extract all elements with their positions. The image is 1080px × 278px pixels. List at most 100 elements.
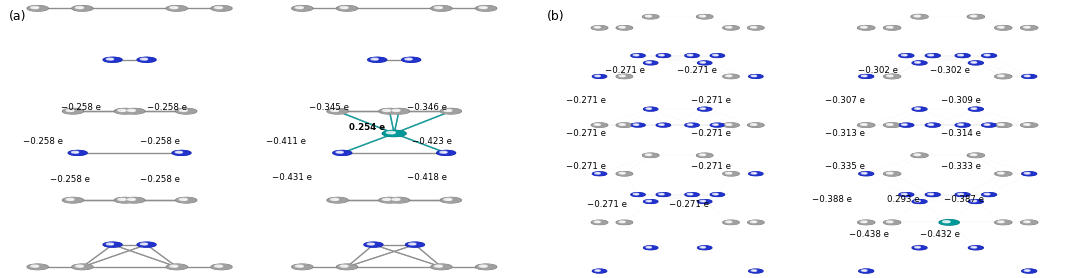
- Circle shape: [889, 27, 892, 28]
- Circle shape: [176, 108, 197, 114]
- Circle shape: [173, 151, 190, 155]
- Circle shape: [728, 173, 731, 174]
- Circle shape: [72, 264, 93, 270]
- Circle shape: [617, 220, 633, 225]
- Circle shape: [883, 220, 901, 225]
- Circle shape: [644, 200, 658, 203]
- Circle shape: [28, 264, 48, 269]
- Circle shape: [643, 14, 659, 19]
- Circle shape: [617, 172, 633, 176]
- Circle shape: [593, 75, 607, 78]
- Circle shape: [657, 193, 670, 196]
- Circle shape: [711, 193, 724, 196]
- Circle shape: [912, 14, 928, 19]
- Circle shape: [63, 108, 83, 114]
- Circle shape: [334, 199, 338, 200]
- Circle shape: [702, 108, 705, 109]
- Circle shape: [711, 54, 725, 58]
- Circle shape: [971, 247, 976, 248]
- Circle shape: [899, 54, 914, 58]
- Circle shape: [1024, 172, 1030, 174]
- Circle shape: [593, 269, 606, 273]
- Circle shape: [862, 172, 867, 174]
- Circle shape: [723, 74, 739, 79]
- Circle shape: [644, 61, 658, 65]
- Circle shape: [124, 198, 144, 203]
- Circle shape: [912, 153, 928, 157]
- Circle shape: [724, 75, 739, 78]
- Circle shape: [926, 123, 940, 127]
- Circle shape: [748, 75, 762, 78]
- Circle shape: [592, 220, 607, 224]
- Circle shape: [71, 151, 79, 153]
- Circle shape: [1000, 124, 1003, 125]
- Circle shape: [914, 15, 920, 17]
- Circle shape: [928, 54, 933, 56]
- Circle shape: [212, 264, 231, 269]
- Circle shape: [343, 266, 348, 267]
- Circle shape: [900, 193, 913, 196]
- Circle shape: [183, 110, 187, 111]
- Circle shape: [702, 62, 705, 63]
- Circle shape: [715, 194, 718, 195]
- Circle shape: [970, 15, 976, 17]
- Circle shape: [915, 247, 920, 248]
- Circle shape: [336, 151, 343, 153]
- Circle shape: [686, 54, 699, 57]
- Text: −0.387 e: −0.387 e: [944, 195, 985, 204]
- Bar: [5, 0, 254, 278]
- Circle shape: [173, 266, 177, 267]
- Circle shape: [915, 62, 920, 63]
- Text: −0.271 e: −0.271 e: [690, 162, 731, 171]
- Circle shape: [631, 54, 645, 58]
- Circle shape: [1024, 124, 1030, 125]
- Text: −0.438 e: −0.438 e: [849, 230, 890, 239]
- Circle shape: [436, 150, 456, 155]
- Circle shape: [444, 110, 451, 111]
- Circle shape: [27, 264, 49, 270]
- Circle shape: [1024, 75, 1030, 77]
- Circle shape: [622, 173, 625, 174]
- Circle shape: [619, 172, 625, 174]
- Circle shape: [76, 7, 83, 9]
- Circle shape: [646, 108, 651, 109]
- Circle shape: [368, 57, 387, 62]
- Circle shape: [700, 15, 705, 17]
- Circle shape: [137, 242, 156, 247]
- Circle shape: [859, 269, 874, 273]
- Circle shape: [995, 172, 1012, 176]
- Circle shape: [657, 54, 671, 58]
- Circle shape: [644, 107, 658, 111]
- Circle shape: [31, 265, 39, 267]
- Circle shape: [392, 110, 400, 111]
- Circle shape: [698, 246, 712, 250]
- Circle shape: [334, 110, 338, 111]
- Circle shape: [926, 54, 940, 57]
- Circle shape: [904, 55, 907, 56]
- Circle shape: [983, 54, 996, 57]
- Circle shape: [124, 108, 145, 114]
- Circle shape: [64, 198, 82, 203]
- Circle shape: [389, 197, 409, 203]
- Circle shape: [617, 220, 632, 224]
- Text: −0.307 e: −0.307 e: [824, 96, 865, 105]
- Circle shape: [858, 123, 875, 127]
- Circle shape: [408, 59, 411, 60]
- Circle shape: [1024, 26, 1030, 28]
- Circle shape: [76, 265, 83, 267]
- Circle shape: [713, 124, 718, 125]
- Circle shape: [387, 131, 395, 134]
- Circle shape: [595, 75, 600, 77]
- Circle shape: [747, 123, 764, 127]
- Circle shape: [441, 108, 461, 114]
- Circle shape: [863, 124, 866, 125]
- Circle shape: [480, 265, 487, 267]
- Circle shape: [644, 246, 658, 250]
- Circle shape: [995, 26, 1012, 30]
- Circle shape: [928, 124, 933, 125]
- Circle shape: [998, 124, 1004, 125]
- Circle shape: [177, 198, 195, 203]
- Text: −0.258 e: −0.258 e: [23, 137, 64, 146]
- Circle shape: [858, 26, 875, 30]
- Circle shape: [441, 197, 461, 203]
